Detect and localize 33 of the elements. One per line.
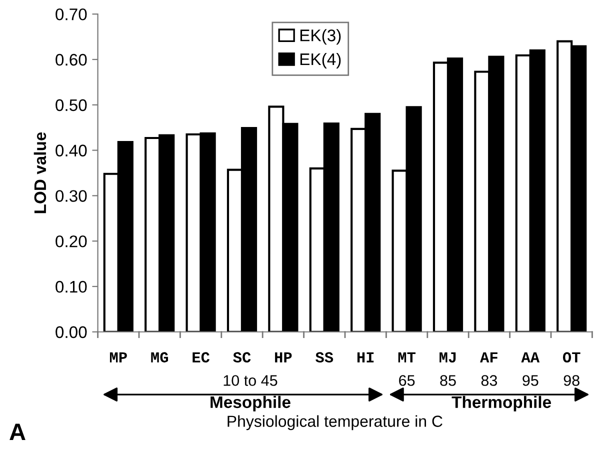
y-tick-label: 0.50 <box>56 99 87 112</box>
x-tick-label: AF <box>480 352 498 362</box>
legend-label: EK(3) <box>300 29 341 45</box>
y-tick-label: 0.30 <box>56 190 87 202</box>
text: 10 to 45 <box>224 375 278 386</box>
x-tick-label: SC <box>233 352 251 363</box>
text: A <box>10 424 26 440</box>
x-tick-label: HP <box>275 352 292 362</box>
x-tick-label: MG <box>151 352 168 363</box>
x-tick-label: MT <box>398 352 416 362</box>
text: 65 <box>399 375 415 386</box>
text: 85 <box>440 375 456 386</box>
text: 98 <box>564 375 580 386</box>
x-tick-label: SS <box>316 352 334 363</box>
text: 83 <box>481 375 498 386</box>
x-tick-label: EC <box>192 352 210 363</box>
x-tick-label: MJ <box>440 352 456 363</box>
y-tick-label: 0.10 <box>56 280 87 293</box>
y-axis-title: LOD value <box>34 132 46 214</box>
text: Thermophile <box>452 396 551 412</box>
y-tick-label: 0.40 <box>56 144 87 156</box>
y-tick-label: 0.70 <box>56 8 87 20</box>
x-tick-label: HI <box>357 352 374 362</box>
x-axis-title: Physiological temperature in C <box>228 415 442 430</box>
legend-label: EK(4) <box>300 52 341 68</box>
y-tick-label: 0.20 <box>56 235 87 248</box>
x-tick-label: AA <box>521 352 540 362</box>
text: Mesophile <box>210 396 290 412</box>
y-tick-label: 0.60 <box>56 54 87 66</box>
text: 95 <box>522 375 538 386</box>
x-tick-label: MP <box>110 352 127 362</box>
x-tick-label: OT <box>562 352 580 363</box>
y-tick-label: 0.00 <box>56 326 87 338</box>
